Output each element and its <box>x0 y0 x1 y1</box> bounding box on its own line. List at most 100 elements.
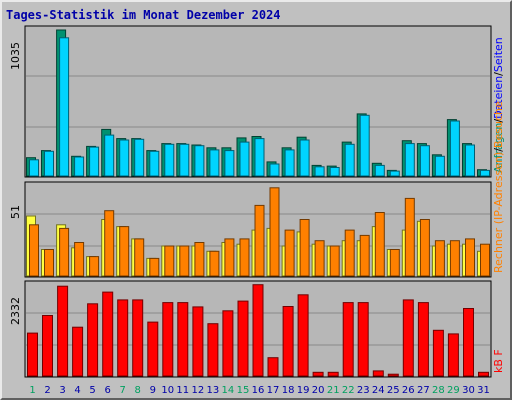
legend-entry-3-1: kB F <box>492 349 505 373</box>
bar-dateien-day-25 <box>389 170 400 177</box>
bar-kbf-day-5 <box>87 303 99 377</box>
x-tick-label: 5 <box>89 385 95 396</box>
chart-title: Tages-Statistik im Monat Dezember 2024 <box>6 8 281 22</box>
bar-dateien-day-5 <box>89 146 100 177</box>
bar-dateien-day-17 <box>269 163 280 177</box>
bar-dateien-day-29 <box>449 120 460 177</box>
legend-entry-1-3: Dateien <box>492 76 505 119</box>
bar-dateien-day-18 <box>284 149 295 177</box>
bar-dateien-day-28 <box>434 155 445 177</box>
bar-besuche-day-10 <box>164 245 175 277</box>
bar-besuche-day-12 <box>194 242 205 277</box>
bar-besuche-day-3 <box>59 227 70 277</box>
bar-dateien-day-9 <box>149 150 160 177</box>
x-tick-label: 7 <box>120 385 126 396</box>
x-tick-label: 10 <box>161 385 174 396</box>
x-tick-label: 22 <box>342 385 355 396</box>
bar-kbf-day-29 <box>447 333 459 377</box>
bar-dateien-day-14 <box>224 150 235 177</box>
x-tick-label: 8 <box>135 385 141 396</box>
x-tick-label: 2 <box>44 385 50 396</box>
bar-besuche-day-5 <box>89 256 100 277</box>
ymax-label-1: 1035 <box>9 42 22 70</box>
bar-kbf-day-2 <box>42 315 53 377</box>
x-tick-label: 28 <box>432 385 445 396</box>
bar-kbf-day-8 <box>132 299 144 377</box>
bar-dateien-day-22 <box>344 143 355 177</box>
bar-besuche-day-27 <box>419 219 430 277</box>
x-tick-label: 11 <box>176 385 189 396</box>
x-tick-label: 23 <box>357 385 370 396</box>
bar-besuche-day-18 <box>284 229 295 277</box>
legend-entry-1-2: / <box>492 119 505 123</box>
x-tick-label: 24 <box>372 385 385 396</box>
bar-kbf-day-7 <box>117 299 129 377</box>
x-tick-label: 31 <box>477 385 490 396</box>
legend-3: kB F <box>492 349 505 373</box>
bar-kbf-day-17 <box>267 357 279 377</box>
bar-kbf-day-3 <box>57 285 69 377</box>
legend-entry-1-4: / <box>492 72 505 76</box>
bar-kbf-day-23 <box>357 302 369 377</box>
x-tick-label: 1 <box>29 385 35 396</box>
bar-dateien-day-11 <box>179 143 190 177</box>
bar-dateien-day-1 <box>29 159 39 177</box>
bar-kbf-day-26 <box>402 299 414 377</box>
bar-dateien-day-23 <box>359 114 370 177</box>
x-tick-label: 9 <box>150 385 156 396</box>
bar-besuche-day-15 <box>239 238 250 277</box>
bar-dateien-day-4 <box>74 156 85 177</box>
bar-besuche-day-20 <box>314 240 325 277</box>
x-tick-label: 17 <box>267 385 280 396</box>
x-tick-label: 27 <box>417 385 430 396</box>
x-tick-label: 4 <box>74 385 80 396</box>
bar-besuche-day-19 <box>299 219 310 277</box>
bar-kbf-day-11 <box>177 302 189 377</box>
bar-kbf-day-18 <box>282 306 294 377</box>
bar-dateien-day-8 <box>134 138 145 177</box>
legend-entry-2-2: / <box>492 148 505 152</box>
x-tick-label: 20 <box>312 385 325 396</box>
bar-dateien-day-20 <box>314 166 325 177</box>
bar-dateien-day-7 <box>119 139 130 177</box>
bar-dateien-day-26 <box>404 143 415 177</box>
x-tick-label: 26 <box>402 385 415 396</box>
bar-besuche-day-28 <box>434 240 445 277</box>
bar-besuche-day-22 <box>344 229 355 277</box>
bar-kbf-day-27 <box>417 302 429 377</box>
bar-besuche-day-7 <box>119 226 130 277</box>
bar-besuche-day-30 <box>465 238 475 277</box>
bar-besuche-day-14 <box>224 238 235 277</box>
ymax-label-3: 2332 <box>9 297 22 325</box>
x-tick-label: 25 <box>387 385 400 396</box>
bar-dateien-day-10 <box>164 143 175 177</box>
bar-dateien-day-16 <box>254 138 265 177</box>
bar-kbf-day-16 <box>252 284 264 377</box>
x-tick-label: 19 <box>297 385 310 396</box>
bar-dateien-day-21 <box>329 167 340 177</box>
bar-besuche-day-17 <box>269 187 280 277</box>
bar-dateien-day-15 <box>239 141 250 177</box>
bar-besuche-day-4 <box>74 242 85 277</box>
bar-kbf-day-22 <box>342 302 354 377</box>
bar-kbf-day-6 <box>102 291 114 377</box>
bar-besuche-day-9 <box>149 257 160 277</box>
x-tick-label: 18 <box>282 385 295 396</box>
bar-dateien-day-12 <box>194 145 205 177</box>
bar-kbf-day-24 <box>372 370 384 377</box>
bar-kbf-day-9 <box>147 321 159 377</box>
bar-besuche-day-2 <box>44 249 54 277</box>
legend-entry-1-1: Anfragen <box>492 123 505 173</box>
bar-dateien-day-13 <box>209 149 220 177</box>
x-tick-label: 21 <box>327 385 340 396</box>
bar-dateien-day-30 <box>465 144 475 177</box>
bar-besuche-day-6 <box>104 210 115 277</box>
legend-entry-2-3: Besuche <box>492 101 505 148</box>
bar-kbf-day-4 <box>72 326 84 377</box>
legend-entry-2-1: Rechner (IP-Adressen) <box>492 152 505 273</box>
bar-kbf-day-20 <box>312 371 324 377</box>
bar-dateien-day-3 <box>59 37 70 177</box>
bar-kbf-day-15 <box>237 300 249 377</box>
bar-kbf-day-21 <box>327 371 339 377</box>
